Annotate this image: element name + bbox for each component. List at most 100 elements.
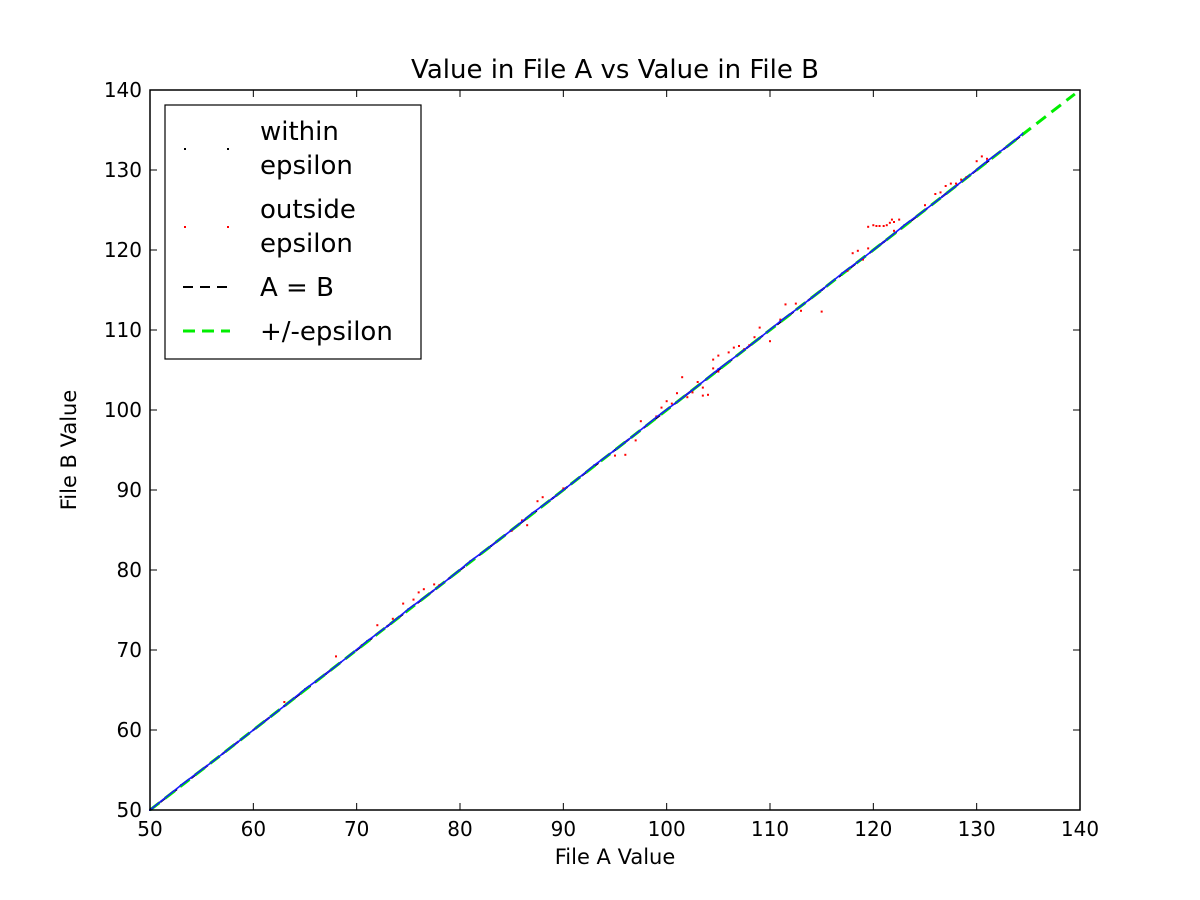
y-tick-label: 60 xyxy=(117,718,142,742)
x-tick-label: 70 xyxy=(344,817,369,841)
within-epsilon-trace xyxy=(697,368,719,387)
outside-epsilon-point xyxy=(934,193,937,195)
outside-epsilon-point xyxy=(924,204,926,207)
within-epsilon-trace xyxy=(717,353,740,370)
outside-epsilon-point xyxy=(696,381,699,383)
legend-label: A = B xyxy=(260,273,334,303)
within-epsilon-trace xyxy=(593,449,616,466)
outside-epsilon-point xyxy=(526,524,529,527)
y-tick-label: 100 xyxy=(104,398,142,422)
outside-epsilon-point xyxy=(712,358,715,361)
within-epsilon-trace xyxy=(883,224,905,243)
x-tick-label: 60 xyxy=(241,817,266,841)
y-tick-label: 120 xyxy=(104,238,142,262)
y-tick-label: 140 xyxy=(104,78,142,102)
y-tick-label: 130 xyxy=(104,158,142,182)
outside-epsilon-point xyxy=(784,303,787,306)
within-epsilon-trace xyxy=(635,416,657,435)
within-epsilon-trace xyxy=(449,560,471,579)
legend-label: epsilon xyxy=(260,229,353,259)
x-axis-label: File A Value xyxy=(555,845,676,869)
within-epsilon-trace xyxy=(841,257,864,274)
outside-epsilon-point xyxy=(800,309,802,312)
outside-epsilon-point xyxy=(769,340,771,343)
outside-epsilon-point xyxy=(717,354,720,357)
legend: within epsilon outside epsilon A = B +/-epsil… xyxy=(164,104,422,360)
legend-item: within epsilon xyxy=(184,117,353,181)
y-axis: 50 60 70 80 90 100 110 120 130 140 xyxy=(104,78,1080,822)
outside-epsilon-point xyxy=(335,655,337,658)
within-epsilon-trace xyxy=(531,497,554,514)
outside-epsilon-point xyxy=(639,420,642,423)
outside-epsilon-point xyxy=(851,252,854,255)
y-tick-label: 50 xyxy=(117,798,142,822)
within-epsilon-trace xyxy=(965,160,988,179)
outside-epsilon-point xyxy=(960,178,963,181)
outside-epsilon-point xyxy=(955,182,957,185)
legend-label: +/-epsilon xyxy=(260,317,393,347)
outside-epsilon-point xyxy=(980,155,983,158)
within-epsilon-trace xyxy=(490,529,513,547)
within-epsilon-trace xyxy=(325,657,347,675)
outside-epsilon-point xyxy=(888,221,891,224)
within-epsilon-trace xyxy=(511,512,533,531)
outside-epsilon-point xyxy=(939,191,942,194)
outside-epsilon-point xyxy=(944,185,947,187)
legend-marker xyxy=(227,226,229,228)
outside-epsilon-point xyxy=(422,588,425,591)
outside-epsilon-point xyxy=(732,346,735,349)
legend-label: outside xyxy=(260,195,356,225)
x-tick-label: 110 xyxy=(751,817,789,841)
outside-epsilon-point xyxy=(882,225,885,227)
within-epsilon-trace xyxy=(180,761,213,786)
legend-item: A = B xyxy=(183,273,334,303)
outside-epsilon-point xyxy=(758,326,761,329)
within-epsilon-trace xyxy=(759,320,781,339)
within-epsilon-trace xyxy=(903,209,926,226)
outside-epsilon-point xyxy=(712,367,715,370)
outside-epsilon-point xyxy=(794,302,797,305)
within-epsilon-trace xyxy=(676,385,699,403)
within-epsilon-trace xyxy=(779,305,802,322)
x-tick-label: 140 xyxy=(1061,817,1099,841)
outside-epsilon-point xyxy=(875,225,878,227)
outside-epsilon-point xyxy=(402,602,405,605)
within-epsilon-trace xyxy=(232,725,259,747)
outside-epsilon-point xyxy=(893,229,895,232)
y-tick-label: 90 xyxy=(117,478,142,502)
legend-item: +/-epsilon xyxy=(183,317,393,347)
outside-epsilon-point xyxy=(707,393,709,396)
x-tick-label: 90 xyxy=(551,817,576,841)
within-epsilon-trace xyxy=(1007,132,1024,147)
outside-epsilon-point xyxy=(949,182,952,185)
outside-epsilon-point xyxy=(562,487,565,490)
outside-epsilon-point xyxy=(686,396,689,399)
outside-epsilon-point xyxy=(283,701,286,703)
outside-epsilon-point xyxy=(391,617,394,620)
legend-marker xyxy=(184,148,186,150)
series-layer xyxy=(149,92,1076,812)
y-axis-label: File B Value xyxy=(57,390,81,511)
outside-epsilon-point xyxy=(878,225,881,227)
within-epsilon-trace xyxy=(821,272,843,291)
outside-epsilon-point xyxy=(753,336,756,339)
y-tick-label: 80 xyxy=(117,558,142,582)
outside-epsilon-point xyxy=(867,247,870,250)
outside-epsilon-point xyxy=(634,439,637,442)
outside-epsilon-point xyxy=(670,402,673,405)
outside-epsilon-point xyxy=(975,160,978,163)
y-tick-label: 110 xyxy=(104,318,142,342)
within-epsilon-trace xyxy=(552,481,575,499)
within-epsilon-trace xyxy=(945,177,967,195)
x-tick-label: 120 xyxy=(854,817,892,841)
outside-epsilon-point xyxy=(893,221,895,223)
outside-epsilon-point xyxy=(890,218,893,221)
outside-epsilon-point xyxy=(412,598,415,601)
within-epsilon-trace xyxy=(862,241,885,259)
within-epsilon-trace xyxy=(800,289,823,307)
outside-epsilon-point xyxy=(417,591,420,594)
within-epsilon-trace xyxy=(211,745,234,763)
outside-epsilon-point xyxy=(738,345,740,347)
outside-epsilon-point xyxy=(872,224,875,227)
